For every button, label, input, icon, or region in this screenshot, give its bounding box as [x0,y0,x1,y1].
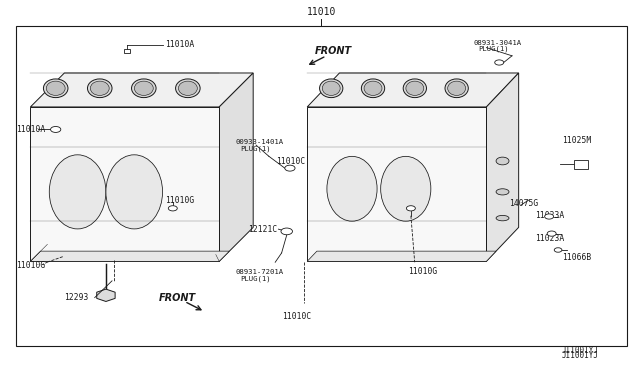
Text: 11010C: 11010C [282,312,311,321]
Text: 11066B: 11066B [562,253,591,262]
Circle shape [285,165,295,171]
Text: 11010G: 11010G [16,262,45,270]
Ellipse shape [134,81,153,95]
Ellipse shape [49,155,106,229]
Ellipse shape [179,81,197,95]
Ellipse shape [90,81,109,95]
Circle shape [545,214,554,219]
Ellipse shape [44,79,68,97]
Text: JI1001YJ: JI1001YJ [561,346,598,355]
Text: FRONT: FRONT [159,294,196,303]
Circle shape [547,231,556,236]
Ellipse shape [406,81,424,95]
Text: 12293: 12293 [64,293,88,302]
Ellipse shape [319,79,343,97]
Polygon shape [307,107,486,262]
Ellipse shape [323,81,340,95]
Ellipse shape [381,156,431,221]
Bar [16,26,627,346]
Text: 08931-7201A: 08931-7201A [236,269,284,275]
Text: 08931-3041A: 08931-3041A [474,40,522,46]
Text: 11010G: 11010G [408,267,438,276]
Ellipse shape [88,79,112,97]
Polygon shape [31,107,219,262]
Ellipse shape [403,79,426,97]
Polygon shape [31,251,229,262]
Circle shape [495,60,504,65]
Polygon shape [307,251,496,262]
Text: 12121C: 12121C [248,225,278,234]
Text: 11010A: 11010A [165,40,195,49]
Ellipse shape [364,81,382,95]
Ellipse shape [106,155,163,229]
Ellipse shape [496,215,509,221]
Text: JI1001YJ: JI1001YJ [562,351,599,360]
Text: 00933-1401A: 00933-1401A [236,139,284,145]
Ellipse shape [327,156,377,221]
Text: 11023A: 11023A [535,234,564,243]
Ellipse shape [175,79,200,97]
Text: FRONT: FRONT [315,46,352,56]
Ellipse shape [46,81,65,95]
Ellipse shape [132,79,156,97]
Circle shape [281,228,292,235]
Text: 14075G: 14075G [509,199,539,208]
Polygon shape [307,73,518,107]
Polygon shape [219,73,253,262]
Ellipse shape [448,81,466,95]
Text: PLUG(1): PLUG(1) [241,275,271,282]
Text: 11010C: 11010C [276,157,306,166]
Ellipse shape [445,79,468,97]
FancyBboxPatch shape [574,160,588,169]
Circle shape [168,206,177,211]
Ellipse shape [362,79,385,97]
Circle shape [554,248,562,252]
Polygon shape [486,73,518,262]
Text: PLUG(1): PLUG(1) [241,145,271,152]
Ellipse shape [496,157,509,165]
Text: PLUG(1): PLUG(1) [479,46,509,52]
Circle shape [51,126,61,132]
Polygon shape [31,73,253,107]
FancyBboxPatch shape [124,49,130,53]
Text: 11010G: 11010G [165,196,195,205]
Circle shape [406,206,415,211]
Text: 11025M: 11025M [562,136,591,145]
Text: 11010A: 11010A [16,125,45,134]
Text: 11023A: 11023A [535,211,564,220]
Ellipse shape [496,189,509,195]
Text: 11010: 11010 [307,7,336,17]
